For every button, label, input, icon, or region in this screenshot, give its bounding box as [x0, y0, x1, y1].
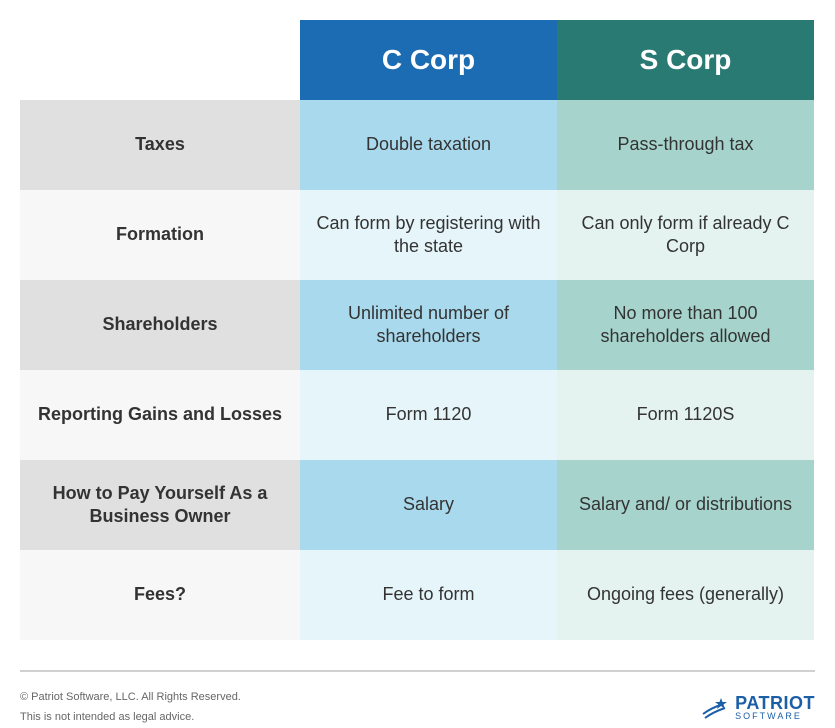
cell-scorp-shareholders: No more than 100 shareholders allowed — [557, 280, 814, 370]
copyright-line: © Patriot Software, LLC. All Rights Rese… — [20, 688, 241, 708]
header-scorp: S Corp — [557, 20, 814, 100]
logo-main-text: PATRIOT — [735, 694, 815, 712]
cell-scorp-formation: Can only form if already C Corp — [557, 190, 814, 280]
cell-ccorp-reporting: Form 1120 — [300, 370, 557, 460]
row-label-reporting: Reporting Gains and Losses — [20, 370, 300, 460]
footer: © Patriot Software, LLC. All Rights Rese… — [20, 670, 815, 728]
logo-sub-text: SOFTWARE — [735, 712, 815, 721]
header-ccorp: C Corp — [300, 20, 557, 100]
row-label-pay: How to Pay Yourself As a Business Owner — [20, 460, 300, 550]
disclaimer-line: This is not intended as legal advice. — [20, 708, 241, 728]
comparison-table: C Corp S Corp Taxes Double taxation Pass… — [20, 20, 815, 640]
row-label-shareholders: Shareholders — [20, 280, 300, 370]
cell-scorp-fees: Ongoing fees (generally) — [557, 550, 814, 640]
row-label-fees: Fees? — [20, 550, 300, 640]
row-label-formation: Formation — [20, 190, 300, 280]
cell-scorp-reporting: Form 1120S — [557, 370, 814, 460]
cell-ccorp-taxes: Double taxation — [300, 100, 557, 190]
cell-ccorp-shareholders: Unlimited number of shareholders — [300, 280, 557, 370]
cell-scorp-taxes: Pass-through tax — [557, 100, 814, 190]
cell-ccorp-formation: Can form by registering with the state — [300, 190, 557, 280]
cell-ccorp-pay: Salary — [300, 460, 557, 550]
row-label-taxes: Taxes — [20, 100, 300, 190]
cell-scorp-pay: Salary and/ or distributions — [557, 460, 814, 550]
cell-ccorp-fees: Fee to form — [300, 550, 557, 640]
header-empty — [20, 20, 300, 100]
